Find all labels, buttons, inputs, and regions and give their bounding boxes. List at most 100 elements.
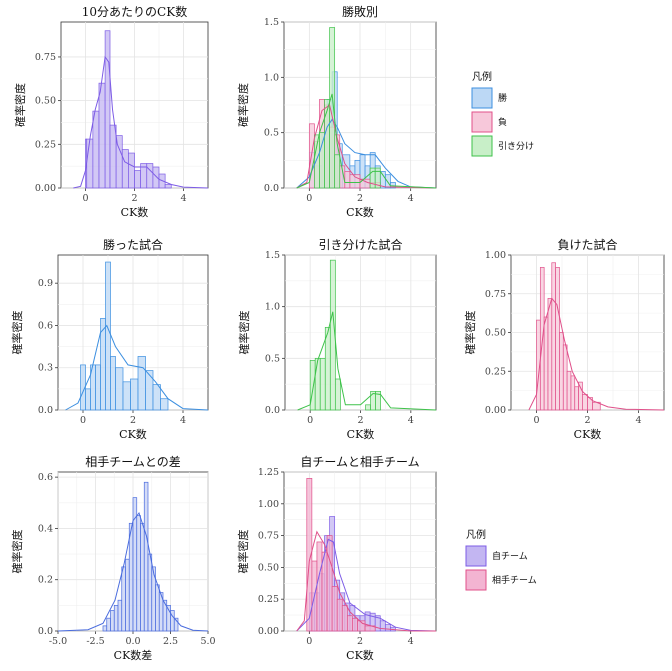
y-tick-label: 1.5 bbox=[264, 17, 279, 28]
histogram-series bbox=[536, 262, 601, 411]
histogram-bar bbox=[582, 394, 588, 411]
histogram-bar bbox=[92, 110, 100, 189]
histogram-bar bbox=[324, 326, 331, 411]
histogram-bar bbox=[117, 599, 123, 632]
histogram-bar bbox=[334, 154, 341, 189]
x-tick-label: 4 bbox=[180, 415, 186, 426]
y-tick-label: 0.50 bbox=[485, 328, 506, 339]
x-tick-label: 2 bbox=[584, 415, 590, 426]
x-axis-label: CK数 bbox=[119, 428, 147, 441]
y-tick-label: 1.00 bbox=[258, 499, 279, 510]
density-curve bbox=[296, 104, 437, 189]
y-tick-label: 0.2 bbox=[38, 575, 53, 586]
legend-key bbox=[471, 135, 493, 157]
x-tick-label: 0 bbox=[80, 415, 86, 426]
x-tick-label: 0 bbox=[306, 636, 312, 647]
legend-key bbox=[465, 569, 487, 591]
histogram-bar bbox=[121, 566, 126, 632]
density-curve bbox=[297, 311, 437, 411]
y-axis-label: 確率密度 bbox=[463, 311, 477, 355]
chart-panel: 0 2 4 0.00 0.25 0.50 0.75 1.00 1.25 自チームと相手チーム CK数… bbox=[236, 455, 437, 662]
y-tick-label: 0.0 bbox=[265, 405, 280, 416]
density-curve bbox=[65, 324, 209, 411]
legend-label: 相手チーム bbox=[492, 574, 537, 586]
y-axis-label: 確率密度 bbox=[10, 311, 24, 355]
histogram-bar bbox=[321, 551, 328, 632]
histogram-bar bbox=[110, 356, 116, 411]
legend-label: 負 bbox=[498, 116, 507, 128]
chart-panel: 0 2 4 0.0 0.5 1.0 1.5 引き分けた試合 CK数 確率密度 bbox=[237, 237, 437, 441]
histogram-bar bbox=[147, 553, 153, 632]
y-tick-label: 0.6 bbox=[38, 320, 53, 331]
legend-key bbox=[471, 111, 493, 133]
x-axis-label: CK数差 bbox=[114, 648, 153, 662]
histogram-bar bbox=[375, 391, 381, 411]
y-tick-label: 0.6 bbox=[38, 472, 53, 483]
y-tick-label: 0.50 bbox=[258, 562, 279, 573]
x-tick-label: -2.5 bbox=[86, 636, 104, 647]
chart-panel: 0 2 4 0.0 0.3 0.6 0.9 勝った試合 CK数 確率密度 bbox=[10, 237, 209, 441]
histogram-bar bbox=[374, 167, 381, 189]
y-tick-label: 0.75 bbox=[258, 531, 279, 542]
x-tick-label: 2 bbox=[357, 415, 363, 426]
y-tick-label: 0.9 bbox=[38, 278, 53, 289]
histogram-bar bbox=[578, 381, 583, 411]
y-tick-label: 0.25 bbox=[35, 139, 56, 150]
histogram-bar bbox=[113, 605, 119, 632]
chart-title: 自チームと相手チーム bbox=[300, 455, 419, 469]
histogram-bar bbox=[137, 356, 146, 411]
histogram-bar bbox=[164, 184, 172, 189]
histogram-bar bbox=[336, 598, 343, 632]
chart-title: 負けた試合 bbox=[557, 237, 617, 252]
density-curve bbox=[528, 297, 665, 411]
x-tick-label: 0 bbox=[307, 415, 313, 426]
x-tick-label: 4 bbox=[408, 636, 414, 647]
y-tick-label: 0.4 bbox=[38, 523, 53, 534]
chart-title: 相手チームとの差 bbox=[85, 455, 181, 469]
histogram-series bbox=[309, 259, 381, 411]
histogram-bar bbox=[316, 541, 323, 632]
histogram-bar bbox=[121, 149, 129, 189]
histogram-bar bbox=[346, 615, 353, 632]
histogram-bar bbox=[155, 584, 160, 632]
histogram-bar bbox=[324, 99, 330, 189]
histogram-bar bbox=[359, 178, 371, 189]
y-axis-label: 確率密度 bbox=[10, 530, 24, 574]
histogram-bar bbox=[104, 30, 111, 189]
histogram-bar bbox=[334, 378, 341, 411]
x-tick-label: 0 bbox=[533, 415, 539, 426]
histogram-bar bbox=[140, 522, 145, 632]
y-axis-label: 確率密度 bbox=[13, 83, 27, 127]
x-tick-label: 0.0 bbox=[125, 636, 140, 647]
legend-title: 凡例 bbox=[472, 70, 492, 83]
x-axis-label: CK数 bbox=[346, 649, 374, 662]
histogram-bar bbox=[341, 605, 348, 632]
histogram-bar bbox=[331, 586, 338, 632]
x-tick-label: 2 bbox=[357, 193, 363, 204]
density-curve bbox=[296, 538, 437, 632]
y-axis-label: 確率密度 bbox=[237, 311, 251, 355]
chart-panel: 0 2 4 0.00 0.25 0.50 0.75 10分あたりのCK数 CK数 確率密度 bbox=[13, 4, 209, 219]
histogram-bar bbox=[102, 625, 108, 632]
chart-panel: 0 2 4 0.0 0.5 1.0 1.5 勝敗別 CK数 確率密度 bbox=[236, 4, 437, 219]
histogram-bar bbox=[136, 515, 141, 632]
x-tick-label: 2 bbox=[130, 415, 136, 426]
chart-title: 引き分けた試合 bbox=[318, 237, 402, 252]
density-curve bbox=[296, 118, 437, 189]
y-tick-label: 0.5 bbox=[264, 128, 279, 139]
x-axis-label: CK数 bbox=[347, 428, 375, 441]
histogram-bar bbox=[329, 27, 336, 189]
legend-label: 引き分け bbox=[498, 141, 534, 152]
histogram-bar bbox=[125, 558, 130, 632]
y-tick-label: 0.0 bbox=[38, 626, 53, 637]
x-tick-label: 5.0 bbox=[200, 636, 215, 647]
density-curve bbox=[57, 511, 209, 632]
histogram-bar bbox=[384, 624, 391, 632]
y-tick-label: 1.0 bbox=[265, 302, 280, 313]
chart-title: 勝った試合 bbox=[103, 237, 163, 252]
y-tick-label: 1.5 bbox=[265, 250, 280, 261]
histogram-bar bbox=[122, 381, 131, 411]
x-tick-label: 4 bbox=[408, 415, 414, 426]
